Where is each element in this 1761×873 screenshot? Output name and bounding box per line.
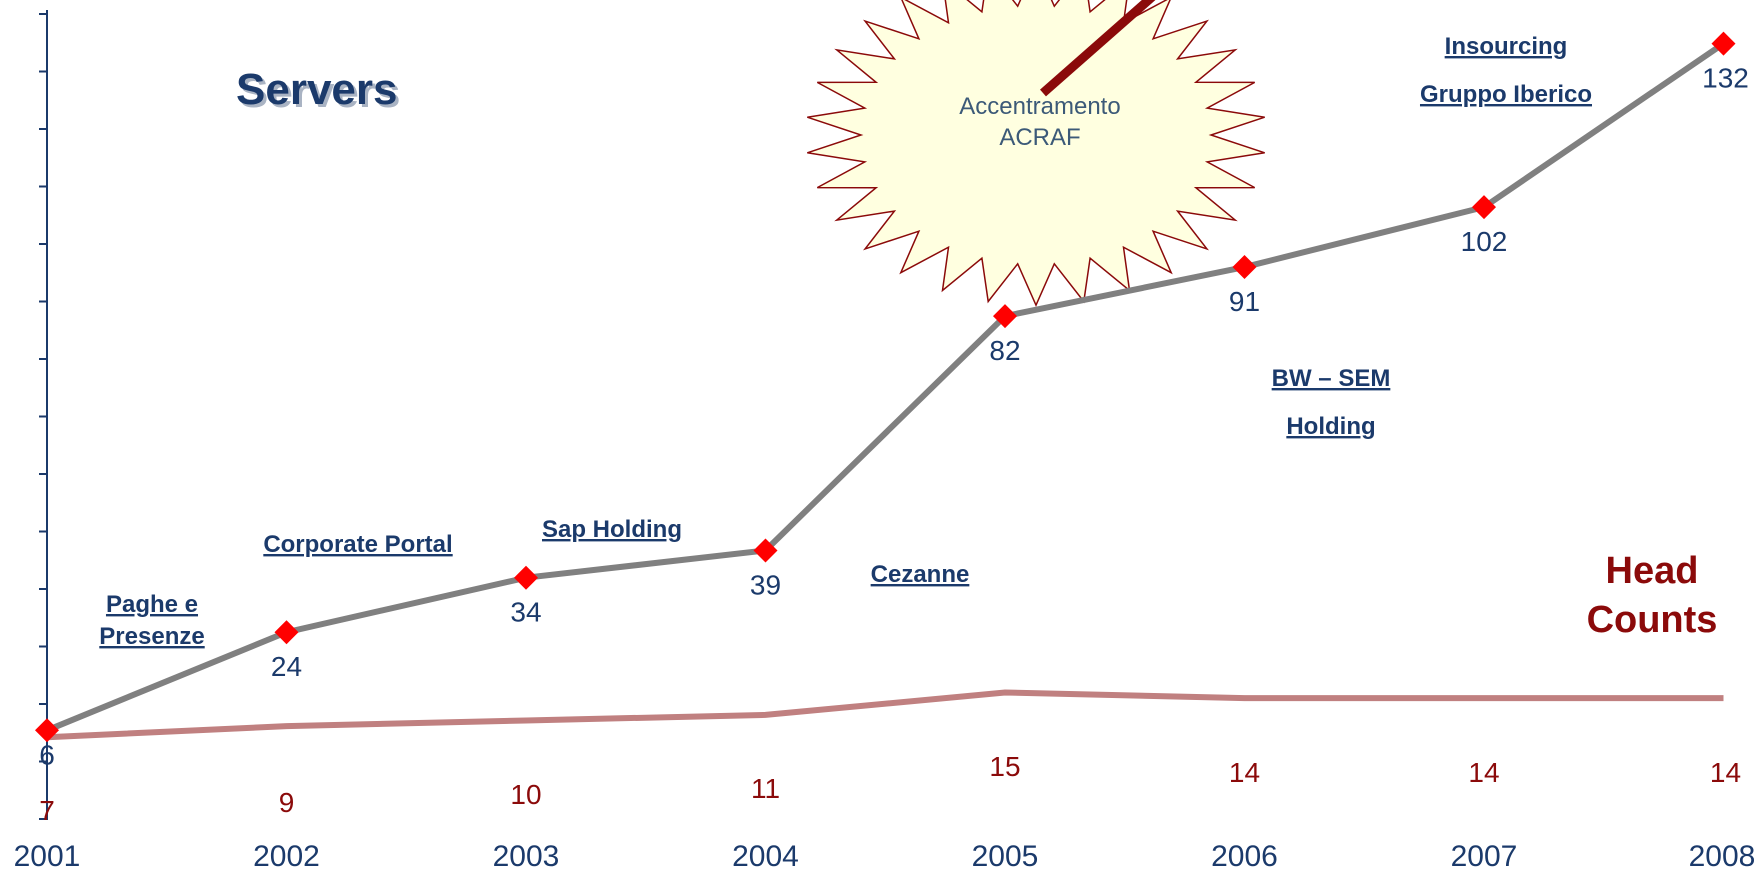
annotation-paghe-line-2: Presenze: [99, 623, 204, 650]
servers-marker: [1711, 31, 1736, 56]
annotation-cezanne: Cezanne: [871, 561, 970, 588]
burst-pointer: [1040, 0, 1156, 97]
servers-marker: [514, 565, 538, 590]
servers-data-label: 24: [271, 651, 302, 682]
head-counts-data-label: 14: [1710, 757, 1741, 788]
servers-data-label: 102: [1461, 226, 1508, 257]
servers-title-shadow: Servers: [239, 68, 400, 117]
annotation-insourcing: Insourcing: [1445, 33, 1568, 60]
servers-marker: [1472, 195, 1496, 220]
head-counts-line: [46, 689, 1724, 741]
x-tick-label: 2003: [493, 840, 560, 873]
head-counts-data-label: 14: [1468, 757, 1499, 788]
servers-marker: [274, 620, 299, 645]
x-tick-label: 2005: [972, 840, 1039, 873]
servers-data-label: 132: [1702, 63, 1749, 94]
servers-data-label: 91: [1229, 286, 1260, 317]
accentramento-burst: Accentramento ACRAF: [807, 0, 1265, 308]
x-tick-label: 2001: [14, 840, 81, 873]
head-counts-series: [46, 689, 1724, 741]
annotation-gruppo-iberico: Gruppo Iberico: [1420, 81, 1592, 108]
annotation-sap-holding: Sap Holding: [542, 516, 682, 543]
data-labels: 6 24 34 39 82 91 102 132 7 9 10 11 15 14 14 14: [39, 63, 1749, 826]
annotation-holding: Holding: [1286, 413, 1375, 440]
x-tick-label: 2008: [1689, 840, 1756, 873]
annotation-paghe-line-1: Paghe e: [106, 591, 198, 618]
head-counts-title-line-1: Head: [1606, 550, 1699, 592]
servers-data-label: 82: [989, 335, 1020, 366]
burst-text-line-1: Accentramento: [959, 93, 1120, 120]
annotation-bw-sem: BW – SEM: [1272, 365, 1391, 392]
servers-data-label: 39: [750, 569, 781, 600]
head-counts-data-label: 11: [751, 773, 780, 804]
y-axis: [39, 10, 48, 820]
burst-text-line-2: ACRAF: [999, 124, 1080, 151]
x-tick-label: 2007: [1451, 840, 1518, 873]
x-axis-labels: 2001 2002 2003 2004 2005 2006 2007 2008: [14, 840, 1756, 873]
servers-series: [35, 31, 1736, 743]
x-tick-label: 2006: [1211, 840, 1278, 873]
servers-marker: [753, 538, 778, 563]
burst-shape: [807, 0, 1265, 308]
head-counts-data-label: 15: [989, 751, 1020, 782]
head-counts-title-line-2: Counts: [1587, 599, 1718, 641]
servers-data-label: 34: [510, 597, 541, 628]
servers-marker: [35, 718, 59, 743]
x-tick-label: 2002: [253, 840, 320, 873]
servers-data-label: 6: [39, 739, 55, 770]
servers-line: [45, 41, 1726, 734]
x-tick-label: 2004: [732, 840, 799, 873]
servers-marker: [1232, 255, 1257, 280]
head-counts-data-label: 14: [1229, 757, 1260, 788]
head-counts-data-label: 7: [39, 795, 55, 826]
annotation-corporate-portal: Corporate Portal: [263, 531, 452, 558]
head-counts-data-label: 10: [510, 779, 541, 810]
servers-title: Servers: [236, 65, 397, 114]
head-counts-data-label: 9: [279, 787, 295, 818]
servers-marker: [993, 304, 1017, 329]
